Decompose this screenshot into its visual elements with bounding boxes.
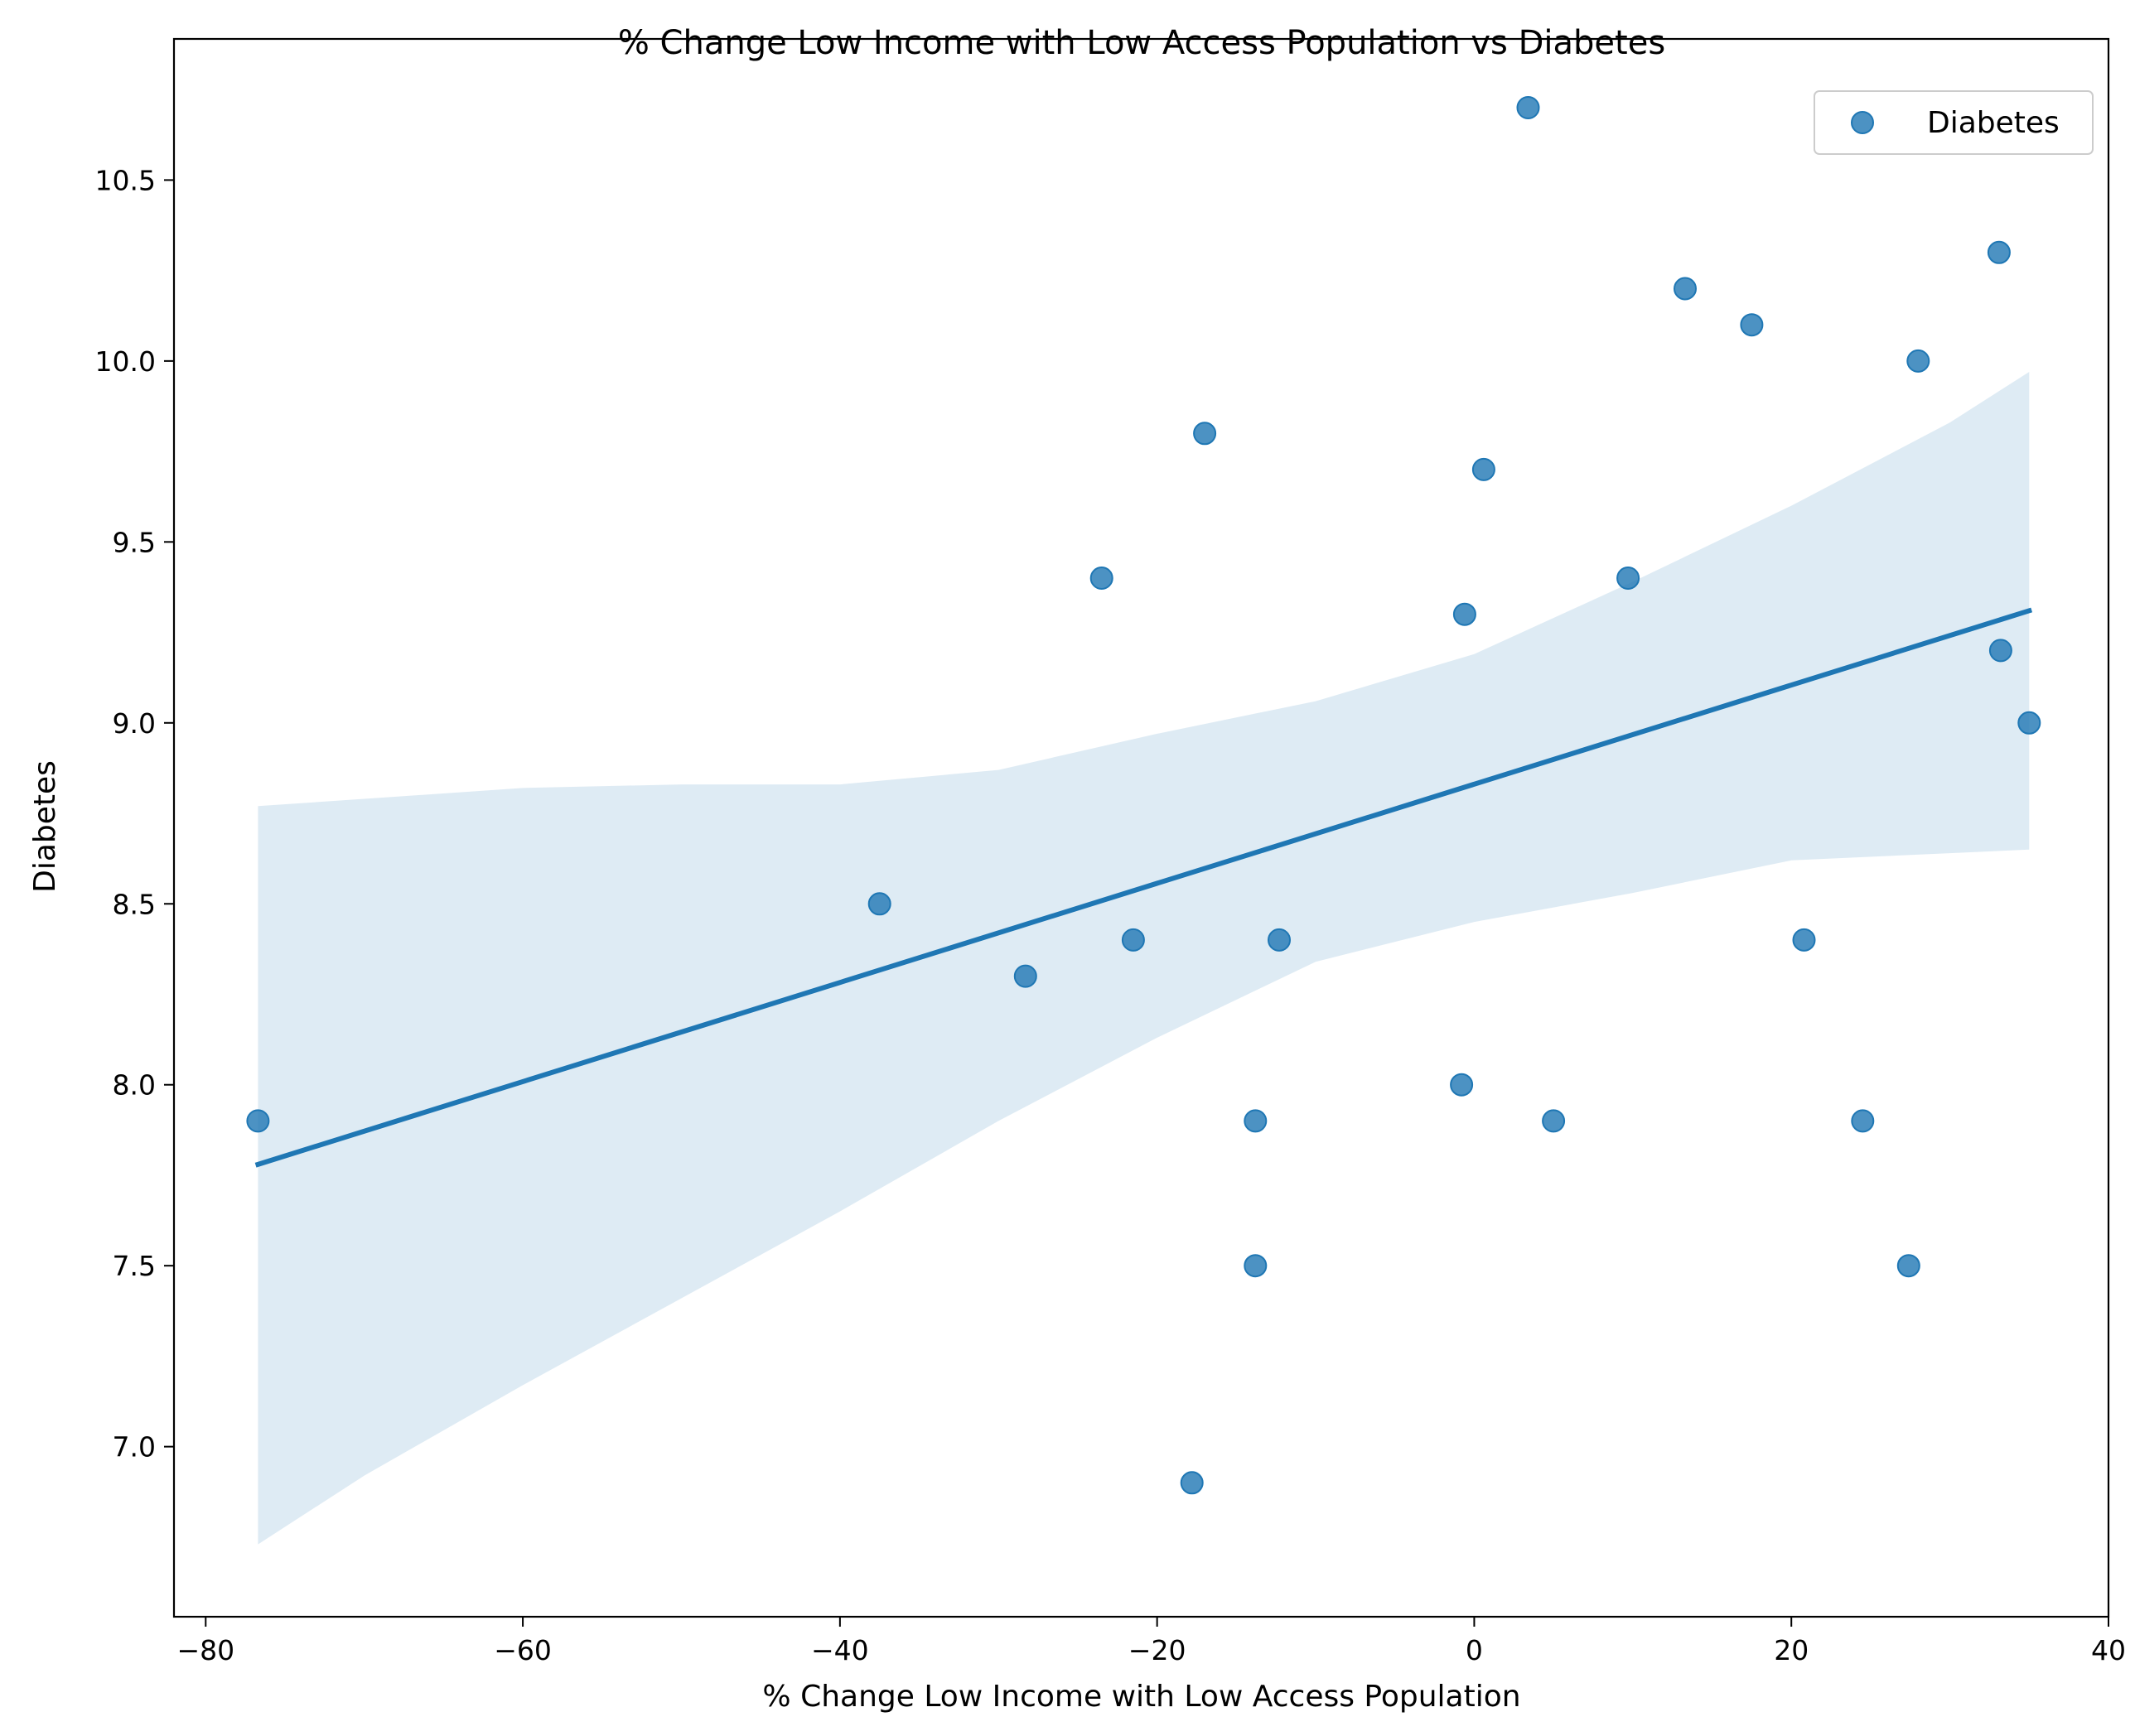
data-point (1740, 313, 1764, 337)
y-tick-label: 7.5 (113, 1250, 156, 1282)
legend-marker (1851, 111, 1874, 134)
y-tick-label: 8.0 (113, 1069, 156, 1102)
x-tick-label: −80 (176, 1634, 234, 1666)
x-tick-label: 20 (1774, 1634, 1809, 1666)
data-point (1851, 1109, 1875, 1133)
plot-area (246, 96, 2041, 1545)
data-point (1013, 964, 1037, 988)
y-tick-label: 9.0 (113, 707, 156, 740)
data-point (1616, 567, 1640, 590)
y-axis: 7.0 7.5 8.0 8.5 9.0 9.5 10.0 10.5 (95, 164, 174, 1464)
regression-line (254, 607, 2033, 1168)
x-tick-label: −40 (811, 1634, 869, 1666)
data-point (1193, 422, 1217, 446)
x-tick-label: 40 (2091, 1634, 2126, 1666)
x-tick-label: −60 (494, 1634, 552, 1666)
y-tick-label: 9.5 (113, 526, 156, 558)
data-point (1089, 567, 1113, 590)
data-point (1268, 928, 1291, 952)
x-tick-label: 0 (1466, 1634, 1483, 1666)
legend-entry-diabetes: Diabetes (1927, 106, 2060, 140)
data-point (1896, 1254, 1920, 1278)
y-tick-label: 7.0 (113, 1431, 156, 1464)
confidence-band (258, 372, 2030, 1545)
legend: Diabetes (1814, 90, 2094, 155)
data-point (1244, 1254, 1268, 1278)
data-point (2017, 711, 2041, 735)
data-point (1792, 928, 1816, 952)
data-point (1180, 1471, 1204, 1495)
x-axis: −80 −60 −40 −20 0 20 40 (176, 1617, 2126, 1666)
data-point (1906, 349, 1930, 373)
data-point (1674, 277, 1697, 301)
legend-frame (1814, 90, 2094, 155)
data-point (1516, 96, 1540, 119)
y-tick-label: 10.5 (95, 164, 156, 196)
data-point (867, 892, 891, 916)
plot-frame (172, 37, 2110, 1618)
data-point (1121, 928, 1145, 952)
y-tick-label: 8.5 (113, 888, 156, 920)
data-point (1471, 457, 1495, 481)
data-point (1988, 639, 2012, 663)
data-point (1244, 1109, 1268, 1133)
y-tick-label: 10.0 (95, 345, 156, 378)
x-axis-label: % Change Low Income with Low Access Popu… (762, 1680, 1520, 1714)
y-axis-label: Diabetes (28, 760, 62, 893)
data-point (1542, 1109, 1566, 1133)
data-point (1450, 1073, 1474, 1097)
data-point (1452, 602, 1476, 626)
data-point (1987, 240, 2011, 264)
x-tick-label: −20 (1128, 1634, 1186, 1666)
data-point (246, 1109, 270, 1133)
chart-title: % Change Low Income with Low Access Popu… (618, 24, 1665, 62)
